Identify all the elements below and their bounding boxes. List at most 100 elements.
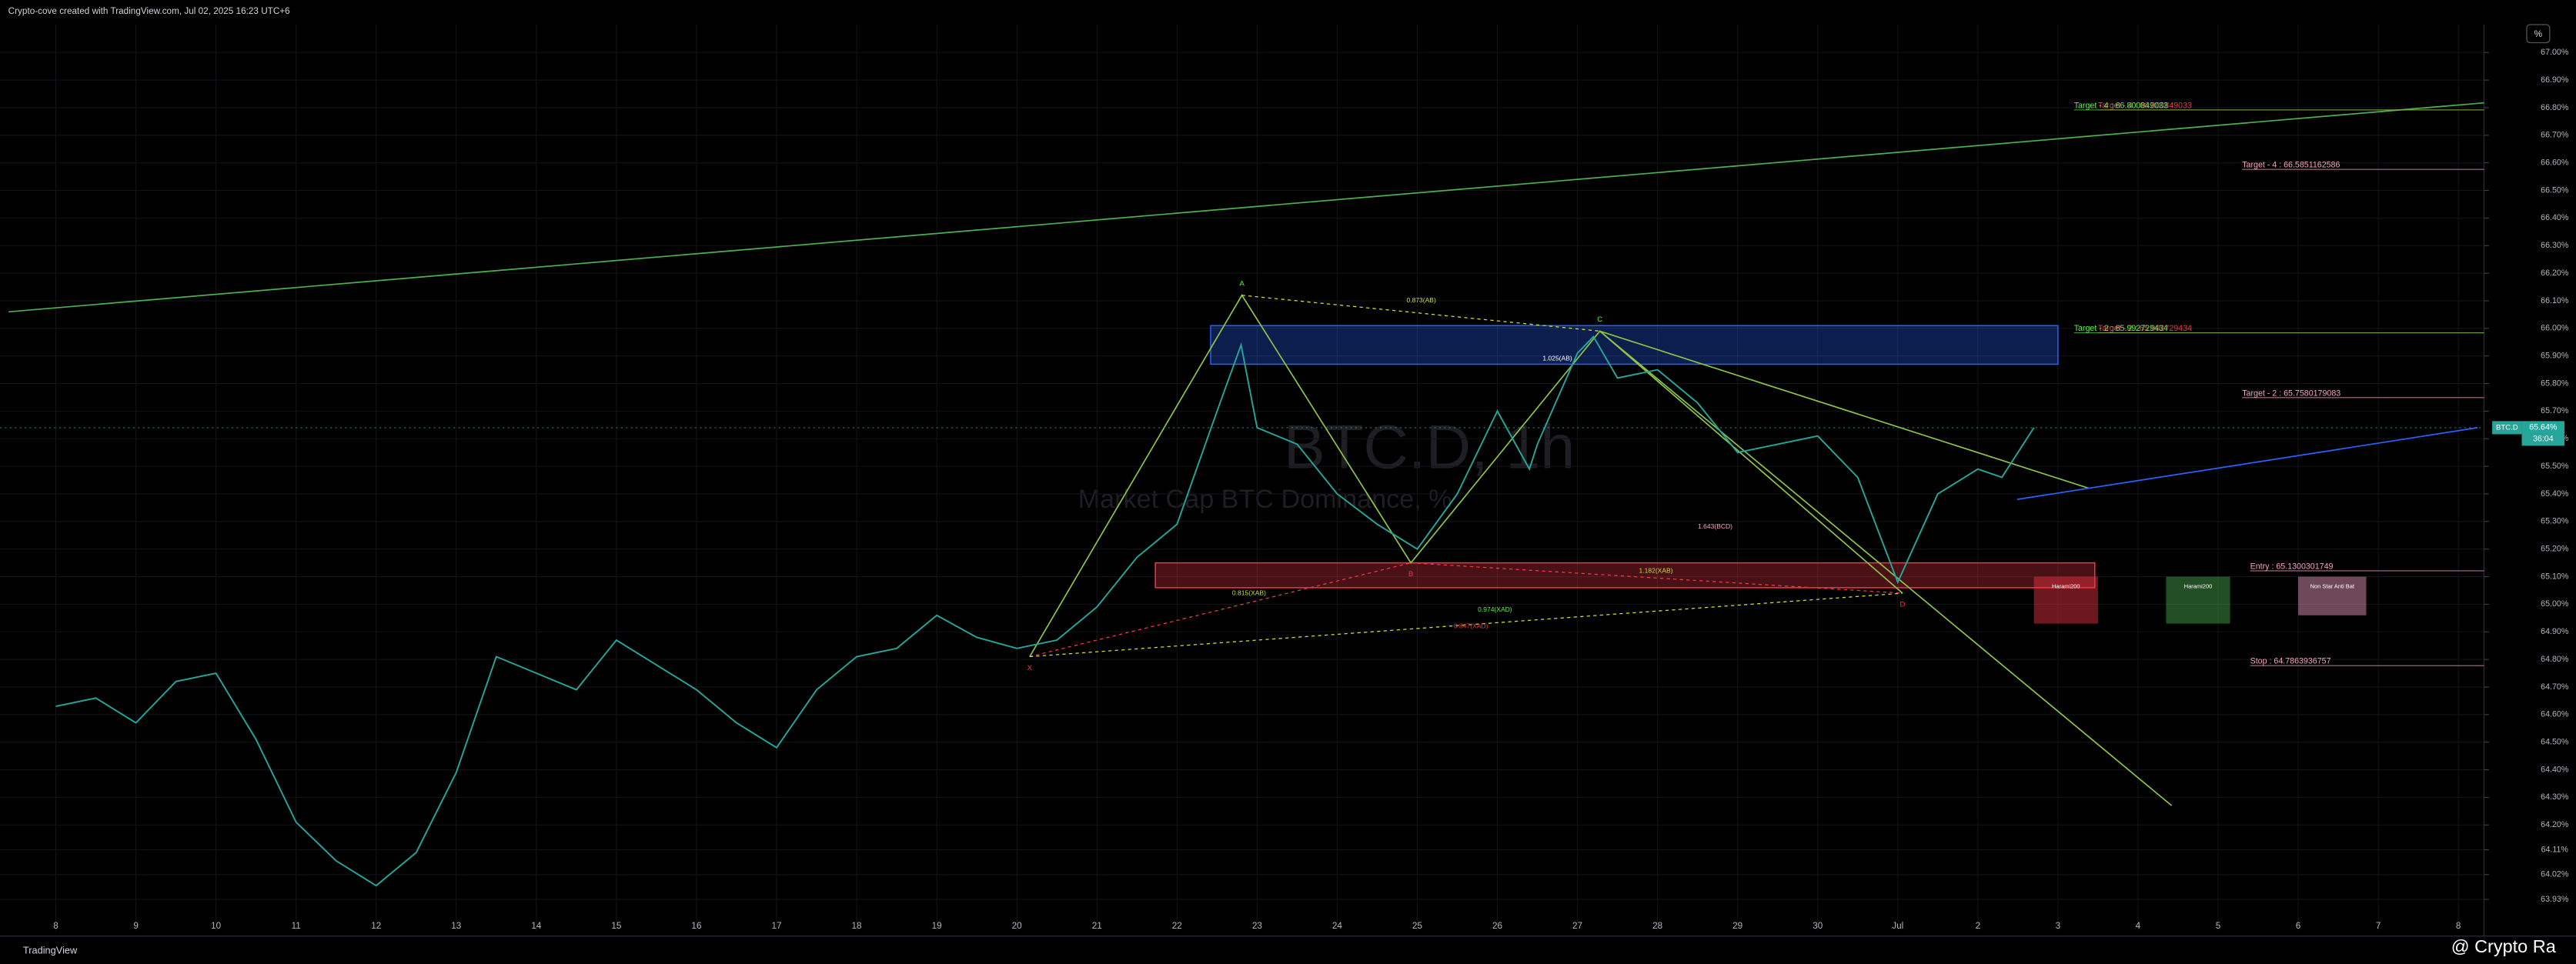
ratio-label: 0.815(XAB) [1232, 589, 1266, 596]
level-label: Target - 2 : 65.7580179083 [2242, 389, 2340, 398]
y-tick-label: 65.80% [2541, 379, 2569, 388]
trendline [2016, 427, 2478, 500]
y-tick-label: 66.10% [2541, 296, 2569, 305]
signal-box [2166, 576, 2230, 624]
x-tick-label: 15 [611, 921, 622, 931]
x-tick-label: 7 [2376, 921, 2381, 931]
x-tick-label: 13 [451, 921, 462, 931]
ratio-label: 1.182(XAB) [1639, 567, 1673, 575]
x-tick-label: 2 [1976, 921, 1981, 931]
watermark-subtitle: Market Cap BTC Dominance, % [1078, 485, 1452, 514]
x-tick-label: 6 [2296, 921, 2301, 931]
plot: Harami200 Harami200 Non Star Anti Bat Targe… [0, 25, 2484, 932]
x-tick-label: 26 [1492, 921, 1503, 931]
x-tick-label: 9 [133, 921, 139, 931]
y-tick-label: 64.20% [2541, 820, 2569, 829]
pattern-point-label: X [1027, 664, 1033, 672]
price-tag-countdown: 36:04 [2533, 435, 2554, 444]
x-tick-label: 25 [1412, 921, 1423, 931]
signal-label: Harami200 [2052, 582, 2080, 589]
watermark-symbol: BTC.D, 1h [1284, 412, 1575, 482]
y-tick-label: 66.00% [2541, 324, 2569, 333]
y-tick-label: 66.40% [2541, 213, 2569, 222]
zone [1210, 325, 2059, 365]
ratio-label: 1.643(BCD) [1698, 522, 1732, 530]
x-tick-label: 16 [691, 921, 702, 931]
level-label: Entry : 65.1300301749 [2250, 562, 2334, 571]
trendline [8, 102, 2484, 313]
signal-box [2298, 576, 2367, 615]
y-tick-label: 65.90% [2541, 351, 2569, 360]
y-tick-label: 66.20% [2541, 269, 2569, 278]
x-tick-label: 12 [371, 921, 381, 931]
y-tick-label: 63.93% [2541, 895, 2569, 904]
x-tick-label: 19 [932, 921, 942, 931]
level-label: Target - 2 : 65.992729434 [2098, 324, 2192, 333]
ratio-label: 0.873(AB) [1406, 296, 1436, 304]
x-tick-label: Jul [1892, 921, 1903, 931]
y-tick-label: 66.70% [2541, 131, 2569, 140]
y-tick-label: 65.30% [2541, 517, 2569, 526]
y-tick-label: 66.30% [2541, 241, 2569, 250]
ratio-label: 0.847(XAD) [1454, 622, 1488, 629]
ratio-label: 1.025(AB) [1542, 355, 1572, 362]
y-tick-label: 66.80% [2541, 103, 2569, 112]
x-tick-label: 28 [1652, 921, 1663, 931]
zone [1154, 562, 2096, 589]
x-tick-label: 8 [53, 921, 58, 931]
y-tick-label: 64.50% [2541, 737, 2569, 746]
pattern-point-label: A [1239, 279, 1245, 288]
ratio-label: 0.974(XAD) [1478, 605, 1512, 613]
y-tick-label: 64.30% [2541, 792, 2569, 802]
y-tick-label: 67.00% [2541, 48, 2569, 57]
y-tick-label: 66.50% [2541, 185, 2569, 195]
y-tick-label: 64.11% [2541, 845, 2569, 854]
x-tick-label: 27 [1572, 921, 1582, 931]
trendline [1599, 330, 2090, 489]
x-tick-label: 18 [852, 921, 863, 931]
x-tick-label: 4 [2136, 921, 2141, 931]
y-tick-label: 65.00% [2541, 599, 2569, 609]
y-tick-label: 64.80% [2541, 655, 2569, 664]
signal-label: Harami200 [2184, 582, 2213, 589]
x-tick-label: 10 [211, 921, 222, 931]
level-label: Target - 4 : 66.5851162586 [2242, 161, 2340, 170]
pattern-leg [1029, 592, 1903, 658]
level-label: Stop : 64.7863936757 [2250, 657, 2331, 666]
percent-label[interactable]: % [2534, 29, 2543, 39]
pattern-leg [1241, 295, 1600, 332]
y-tick-label: 65.50% [2541, 462, 2569, 471]
x-tick-label: 22 [1172, 921, 1182, 931]
y-tick-label: 64.90% [2541, 627, 2569, 636]
pattern-point-label: B [1408, 570, 1413, 579]
price-tag-value: 65.64% [2529, 423, 2558, 432]
price-tag [2492, 421, 2522, 435]
x-tick-label: 3 [2056, 921, 2061, 931]
price-line [55, 335, 2035, 887]
signal-label: Non Star Anti Bat [2310, 582, 2355, 589]
x-tick-label: 20 [1012, 921, 1023, 931]
y-tick-label: 65.10% [2541, 572, 2569, 581]
y-tick-label: 65.40% [2541, 489, 2569, 499]
x-tick-label: 29 [1732, 921, 1742, 931]
x-tick-label: 5 [2216, 921, 2221, 931]
x-tick-label: 23 [1252, 921, 1263, 931]
price-tag [2521, 421, 2565, 446]
y-tick-label: 65.20% [2541, 544, 2569, 553]
x-tick-label: 24 [1332, 921, 1343, 931]
x-tick-label: 17 [771, 921, 781, 931]
percent-button[interactable] [2526, 24, 2551, 44]
level-label: Target - 4 : 66.800849033 [2098, 101, 2192, 110]
header: Crypto-cove created with TradingView.com… [8, 6, 290, 16]
footer-watermark: @ Crypto Ra [2451, 936, 2557, 956]
y-tick-label: 66.60% [2541, 158, 2569, 167]
y-tick-label: 64.60% [2541, 710, 2569, 719]
level-label: Target - 4 : 66.800849033 [2074, 101, 2168, 110]
x-tick-label: 14 [531, 921, 542, 931]
signal-box [2033, 576, 2098, 624]
footer-logo: TradingView [23, 944, 78, 956]
y-tick-label: 64.02% [2541, 870, 2569, 879]
x-tick-label: 30 [1813, 921, 1823, 931]
level-label: Target - 2 : 65.992729434 [2074, 324, 2168, 333]
